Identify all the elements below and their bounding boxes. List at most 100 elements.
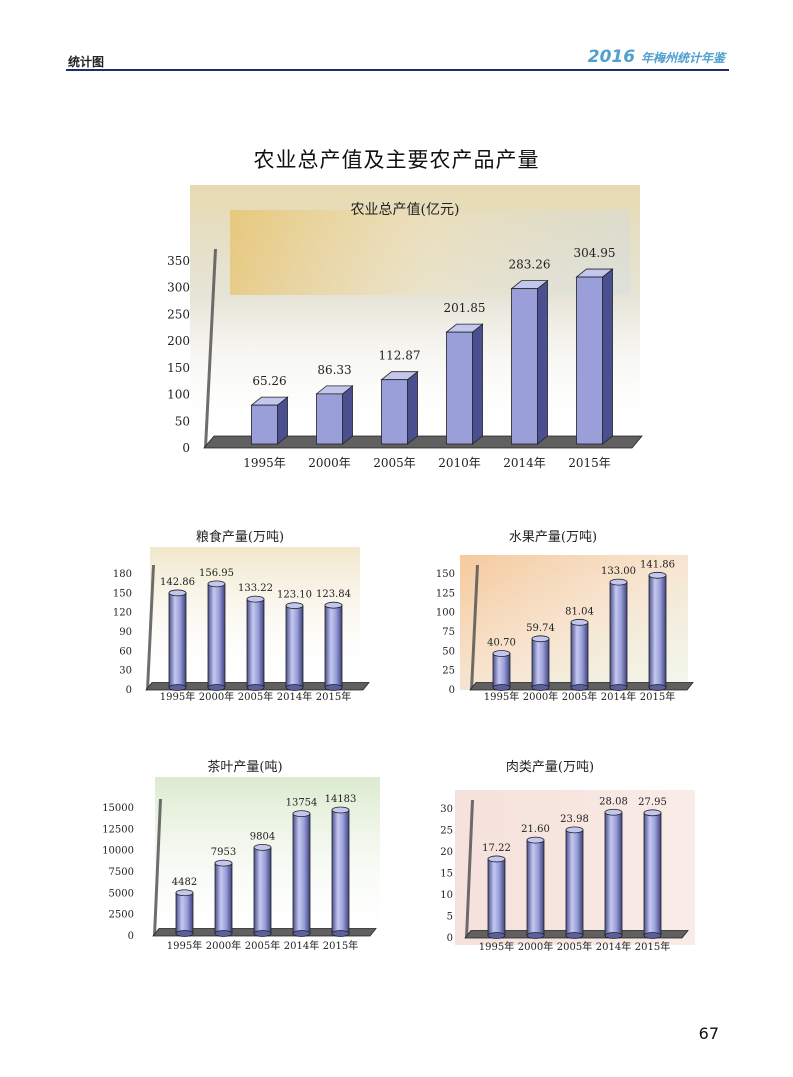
bar-base: [487, 932, 506, 939]
bar: [492, 653, 511, 688]
y-tick-label: 120: [113, 608, 132, 619]
bar: [570, 621, 589, 688]
data-label: 9804: [250, 831, 275, 842]
bar-base: [175, 930, 194, 937]
bar-base: [207, 684, 226, 691]
axis-wall: [470, 565, 479, 690]
bar-base: [648, 684, 667, 691]
data-label: 283.26: [509, 258, 551, 272]
bar-top: [487, 855, 506, 863]
x-tick-label: 2014年: [503, 456, 546, 470]
y-tick-label: 5000: [109, 888, 134, 899]
bar-top: [609, 578, 628, 586]
bar-top: [253, 843, 272, 851]
bar-top: [648, 571, 667, 579]
bar: [331, 809, 350, 934]
x-tick-label: 2000年: [199, 690, 234, 703]
data-label: 201.85: [444, 301, 486, 315]
data-label: 28.08: [599, 796, 628, 807]
x-tick-label: 1995年: [160, 690, 195, 703]
y-tick-label: 7500: [109, 867, 134, 878]
y-tick-label: 30: [440, 804, 453, 815]
y-tick-label: 15: [440, 869, 453, 880]
x-tick-label: 1995年: [167, 939, 202, 952]
bar-top: [565, 826, 584, 834]
bar: [648, 574, 667, 688]
x-tick-label: 2015年: [323, 939, 358, 952]
bar-base: [324, 684, 343, 691]
bar-base: [570, 684, 589, 691]
chart-title: 农业总产值(亿元): [351, 202, 460, 218]
bar-side: [342, 385, 353, 445]
x-tick-label: 2005年: [373, 456, 416, 470]
y-tick-label: 75: [442, 627, 455, 638]
axis-wall: [465, 800, 474, 938]
bar-top: [246, 595, 265, 603]
bar-base: [526, 932, 545, 939]
bar: [207, 583, 226, 688]
bar-base: [246, 684, 265, 691]
x-tick-label: 1995年: [484, 690, 519, 703]
bar: [511, 288, 538, 445]
bar-base: [292, 930, 311, 937]
y-tick-label: 25: [440, 826, 453, 837]
y-tick-label: 10: [440, 890, 453, 901]
page-number: 67: [698, 1024, 719, 1043]
bar-base: [609, 684, 628, 691]
y-tick-label: 50: [175, 414, 190, 428]
bar: [381, 379, 408, 445]
bar: [487, 858, 506, 936]
data-label: 27.95: [638, 797, 667, 808]
x-tick-label: 2000年: [518, 940, 553, 953]
bar-base: [565, 932, 584, 939]
bar-top: [570, 618, 589, 626]
bar: [446, 331, 473, 445]
header-rule: [66, 69, 729, 71]
data-label: 23.98: [560, 814, 589, 825]
bar-top: [531, 635, 550, 643]
data-label: 14183: [325, 794, 357, 805]
yearbook-brand: 2016 年梅州统计年鉴: [588, 47, 725, 67]
x-tick-label: 2015年: [635, 940, 670, 953]
photo-overlay: [230, 210, 630, 295]
bar: [168, 592, 187, 688]
y-tick-label: 5: [447, 912, 453, 923]
y-tick-label: 150: [113, 588, 132, 599]
x-tick-label: 2015年: [316, 690, 351, 703]
data-label: 133.22: [238, 583, 273, 594]
bar-base: [168, 684, 187, 691]
x-tick-label: 2015年: [568, 456, 611, 470]
bar: [609, 581, 628, 688]
data-label: 133.00: [601, 566, 636, 577]
bar-side: [407, 370, 418, 445]
bar: [175, 892, 194, 934]
y-tick-label: 60: [119, 646, 132, 657]
chart-fruit: 水果产量(万吨) 0 25 50 75 100 125 150 40.70 1995年 59.7…: [436, 530, 694, 703]
axis-wall: [153, 799, 162, 936]
chart-title: 茶叶产量(吨): [207, 759, 282, 775]
y-tick-label: 2500: [109, 910, 134, 921]
x-tick-label: 1995年: [479, 940, 514, 953]
page-title: 农业总产值及主要农产品产量: [253, 148, 540, 172]
bar-top: [526, 836, 545, 844]
y-tick-label: 250: [167, 307, 190, 321]
x-tick-label: 2000年: [308, 456, 351, 470]
data-label: 123.10: [277, 590, 312, 601]
chart-tea: 茶叶产量(吨) 0 2500 5000 7500 10000 12500 15000 448…: [102, 759, 380, 952]
data-label: 156.95: [199, 568, 234, 579]
data-label: 81.04: [565, 606, 594, 617]
y-tick-label: 100: [167, 388, 190, 402]
bar-side: [537, 279, 548, 445]
bar-top: [168, 589, 187, 597]
data-label: 4482: [172, 877, 197, 888]
bar-top: [643, 809, 662, 817]
bar: [246, 598, 265, 688]
y-tick-label: 100: [436, 608, 455, 619]
bar-top: [214, 859, 233, 867]
bar-top: [175, 889, 194, 897]
bar-side: [602, 268, 613, 445]
brand-year: 2016: [587, 47, 636, 67]
data-label: 142.86: [160, 577, 195, 588]
bar: [604, 811, 623, 936]
x-tick-label: 2014年: [277, 690, 312, 703]
